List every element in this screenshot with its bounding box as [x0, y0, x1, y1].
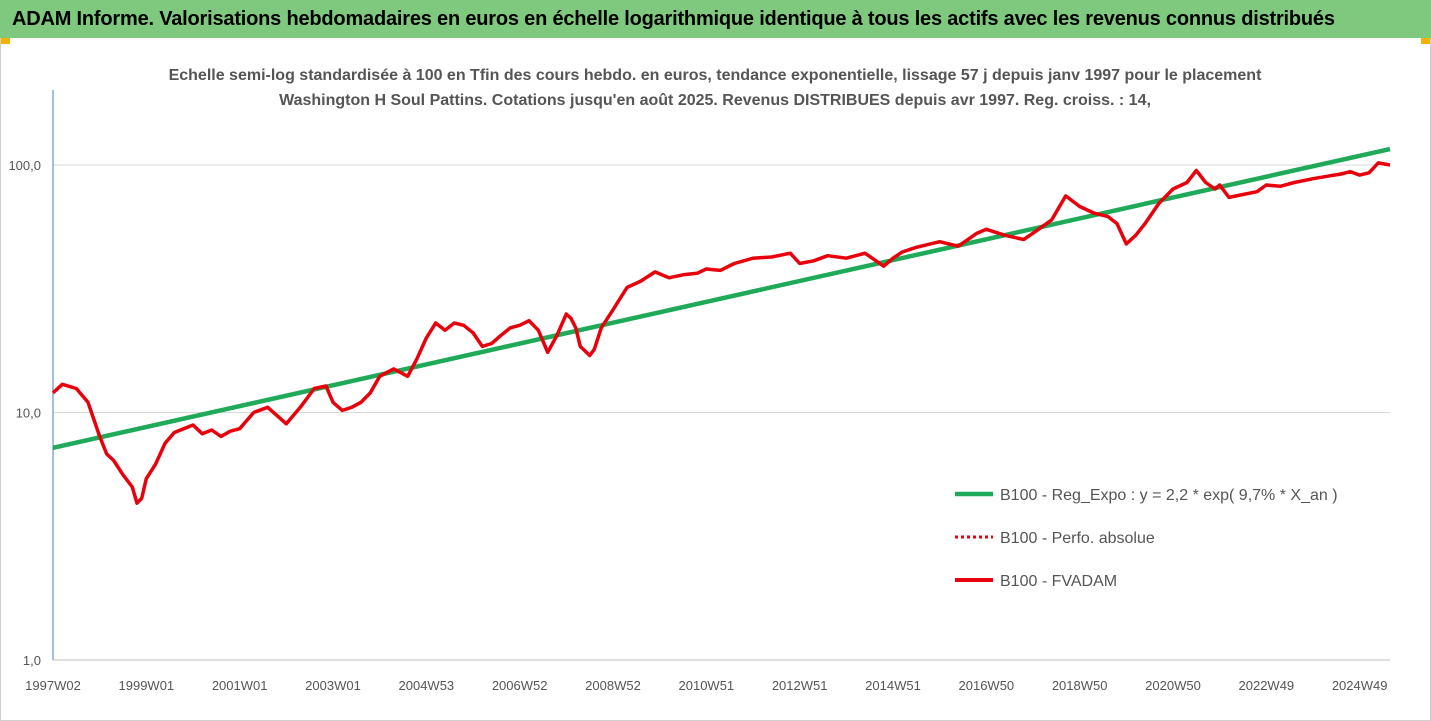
legend-label: B100 - FVADAM	[1000, 573, 1117, 590]
x-tick-label: 2004W53	[399, 678, 455, 693]
x-tick-label: 2006W52	[492, 678, 548, 693]
x-tick-label: 1997W02	[25, 678, 81, 693]
report-title: ADAM Informe. Valorisations hebdomadaire…	[12, 8, 1335, 30]
y-tick-label: 1,0	[23, 653, 41, 668]
corner-marker-right	[1421, 38, 1431, 44]
x-tick-label: 2008W52	[585, 678, 641, 693]
legend-label: B100 - Reg_Expo : y = 2,2 * exp( 9,7% * …	[1000, 487, 1338, 504]
x-tick-label: 2001W01	[212, 678, 268, 693]
x-tick-label: 2018W50	[1052, 678, 1108, 693]
x-tick-label: 2003W01	[305, 678, 361, 693]
series-line-trend	[52, 146, 1391, 451]
x-tick-label: 2024W49	[1332, 678, 1388, 693]
x-tick-label: 2014W51	[865, 678, 921, 693]
x-tick-label: 1999W01	[119, 678, 175, 693]
x-tick-label: 2010W51	[679, 678, 735, 693]
y-tick-label: 100,0	[8, 158, 41, 173]
x-tick-label: 2012W51	[772, 678, 828, 693]
x-tick-label: 2022W49	[1239, 678, 1295, 693]
legend-label: B100 - Perfo. absolue	[1000, 530, 1155, 547]
title-banner: ADAM Informe. Valorisations hebdomadaire…	[0, 0, 1431, 38]
x-tick-label: 2020W50	[1145, 678, 1201, 693]
x-tick-label: 2016W50	[959, 678, 1015, 693]
series-line-fvadam	[51, 161, 1391, 505]
y-tick-label: 10,0	[16, 406, 41, 421]
corner-marker-left	[0, 38, 10, 44]
chart-title: Echelle semi-log standardisée à 100 en T…	[168, 67, 1262, 109]
